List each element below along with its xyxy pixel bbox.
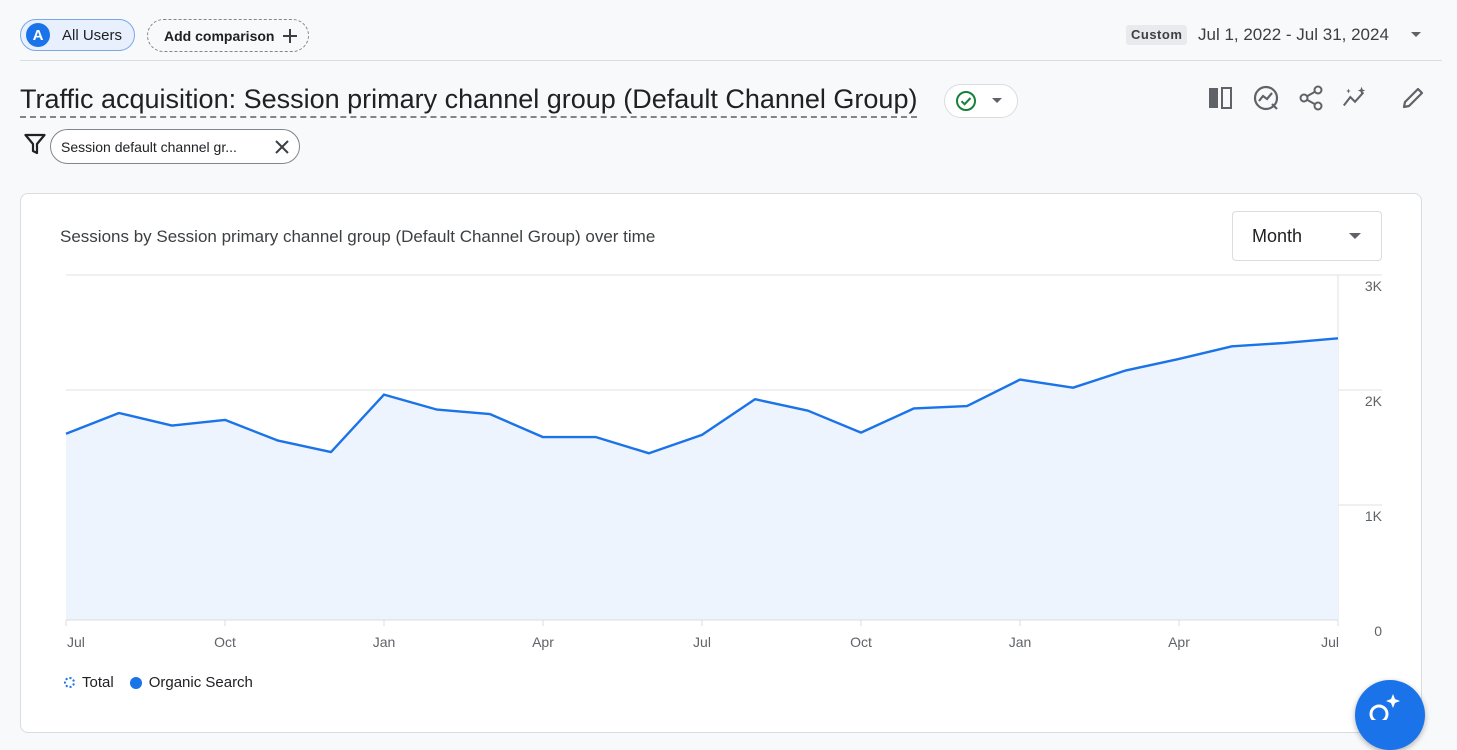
granularity-select[interactable]: Month: [1232, 211, 1382, 261]
insights-icon[interactable]: [1252, 84, 1280, 112]
add-comparison-button[interactable]: Add comparison: [147, 19, 309, 52]
legend-total-marker: [64, 677, 75, 688]
filter-icon: [24, 133, 46, 155]
x-tick-label: Oct: [850, 634, 872, 650]
sparkle-trend-icon[interactable]: [1341, 84, 1369, 112]
series-line: [65, 337, 1339, 455]
y-tick-label: 3K: [1365, 278, 1383, 294]
y-tick-label: 1K: [1365, 508, 1383, 524]
sparkle-icon: [1369, 694, 1400, 720]
x-tick-label: Jul: [693, 634, 711, 650]
sessions-area-chart: 0 1K 2K 3K Jul Oct Jan Apr Jul Oct Jan Apr Jul: [65, 274, 1383, 650]
x-tick-label: Apr: [532, 634, 554, 650]
check-circle-icon: [956, 91, 976, 111]
assistant-fab-button[interactable]: [1355, 680, 1425, 750]
add-comparison-label: Add comparison: [164, 27, 275, 44]
granularity-value: Month: [1252, 225, 1303, 246]
caret-down-icon[interactable]: [1409, 28, 1423, 42]
legend-series-marker: [129, 676, 142, 689]
close-icon[interactable]: [274, 139, 290, 155]
compare-columns-icon[interactable]: [1206, 84, 1234, 112]
caret-down-icon: [1349, 233, 1361, 239]
y-tick-label: 2K: [1365, 393, 1383, 409]
series-area: [66, 338, 1338, 620]
header-divider: [20, 60, 1442, 61]
x-tick-label: Apr: [1168, 634, 1190, 650]
caret-down-icon: [992, 98, 1002, 103]
legend-series-label[interactable]: Organic Search: [148, 674, 253, 691]
x-tick-label: Oct: [214, 634, 236, 650]
report-status-button[interactable]: [944, 84, 1018, 118]
filter-chip-label: Session default channel gr...: [61, 138, 237, 155]
segment-avatar: A: [26, 23, 50, 47]
report-title[interactable]: Traffic acquisition: Session primary cha…: [20, 82, 918, 118]
x-tick-label: Jan: [1009, 634, 1032, 650]
segment-chip-all-users[interactable]: A All Users: [20, 19, 135, 51]
date-preset-badge: Custom: [1126, 25, 1188, 45]
legend-total-label[interactable]: Total: [82, 674, 114, 691]
x-tick-label: Jan: [373, 634, 396, 650]
segment-label: All Users: [62, 26, 123, 44]
edit-icon[interactable]: [1399, 84, 1427, 112]
chart-card-title: Sessions by Session primary channel grou…: [60, 227, 656, 246]
date-range-picker[interactable]: Jul 1, 2022 - Jul 31, 2024: [1198, 25, 1389, 44]
x-tick-label: Jul: [67, 634, 85, 650]
y-tick-label: 0: [1374, 623, 1382, 639]
filter-chip[interactable]: Session default channel gr...: [50, 129, 300, 164]
share-icon[interactable]: [1297, 84, 1325, 112]
x-tick-label: Jul: [1321, 634, 1339, 650]
chart-legend: Total Organic Search: [64, 674, 253, 691]
plus-icon: [283, 28, 298, 43]
